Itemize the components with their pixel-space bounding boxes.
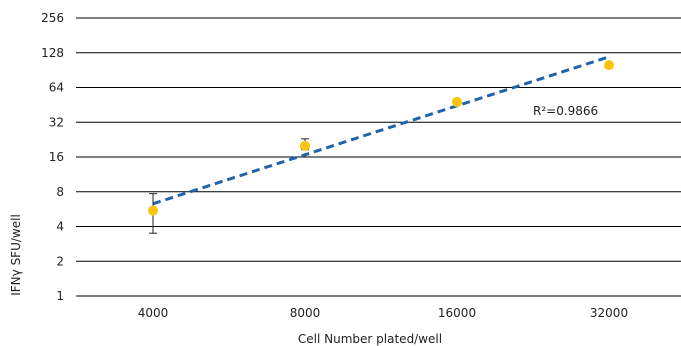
y-axis-label: IFNγ SFU/well: [9, 214, 23, 296]
r-squared-annotation: R²=0.9866: [533, 104, 598, 118]
y-tick-label: 1: [56, 289, 64, 303]
y-tick-label: 128: [41, 46, 64, 60]
y-gridlines: [76, 17, 681, 297]
y-tick-labels: 1 2 4 8 16 32 64 128 256: [41, 11, 64, 303]
y-tick-label: 256: [41, 11, 64, 25]
y-tick-label: 8: [56, 185, 64, 199]
x-axis-label: Cell Number plated/well: [298, 332, 442, 346]
data-point: [148, 205, 158, 216]
trendline: [152, 55, 610, 206]
data-point: [604, 60, 614, 71]
x-tick-label: 4000: [138, 306, 169, 320]
x-tick-labels: 4000 8000 16000 32000: [138, 306, 628, 320]
error-bars: [149, 138, 309, 234]
y-tick-label: 64: [49, 81, 64, 95]
trendline-group: [152, 55, 610, 206]
y-tick-label: 2: [56, 254, 64, 268]
x-tick-label: 32000: [590, 306, 628, 320]
y-tick-label: 16: [49, 150, 64, 164]
data-point: [300, 140, 310, 151]
y-tick-label: 32: [49, 115, 64, 129]
data-point: [452, 96, 462, 107]
x-tick-label: 8000: [290, 306, 321, 320]
y-tick-label: 4: [56, 220, 64, 234]
data-points: [148, 60, 614, 216]
x-tick-label: 16000: [438, 306, 476, 320]
